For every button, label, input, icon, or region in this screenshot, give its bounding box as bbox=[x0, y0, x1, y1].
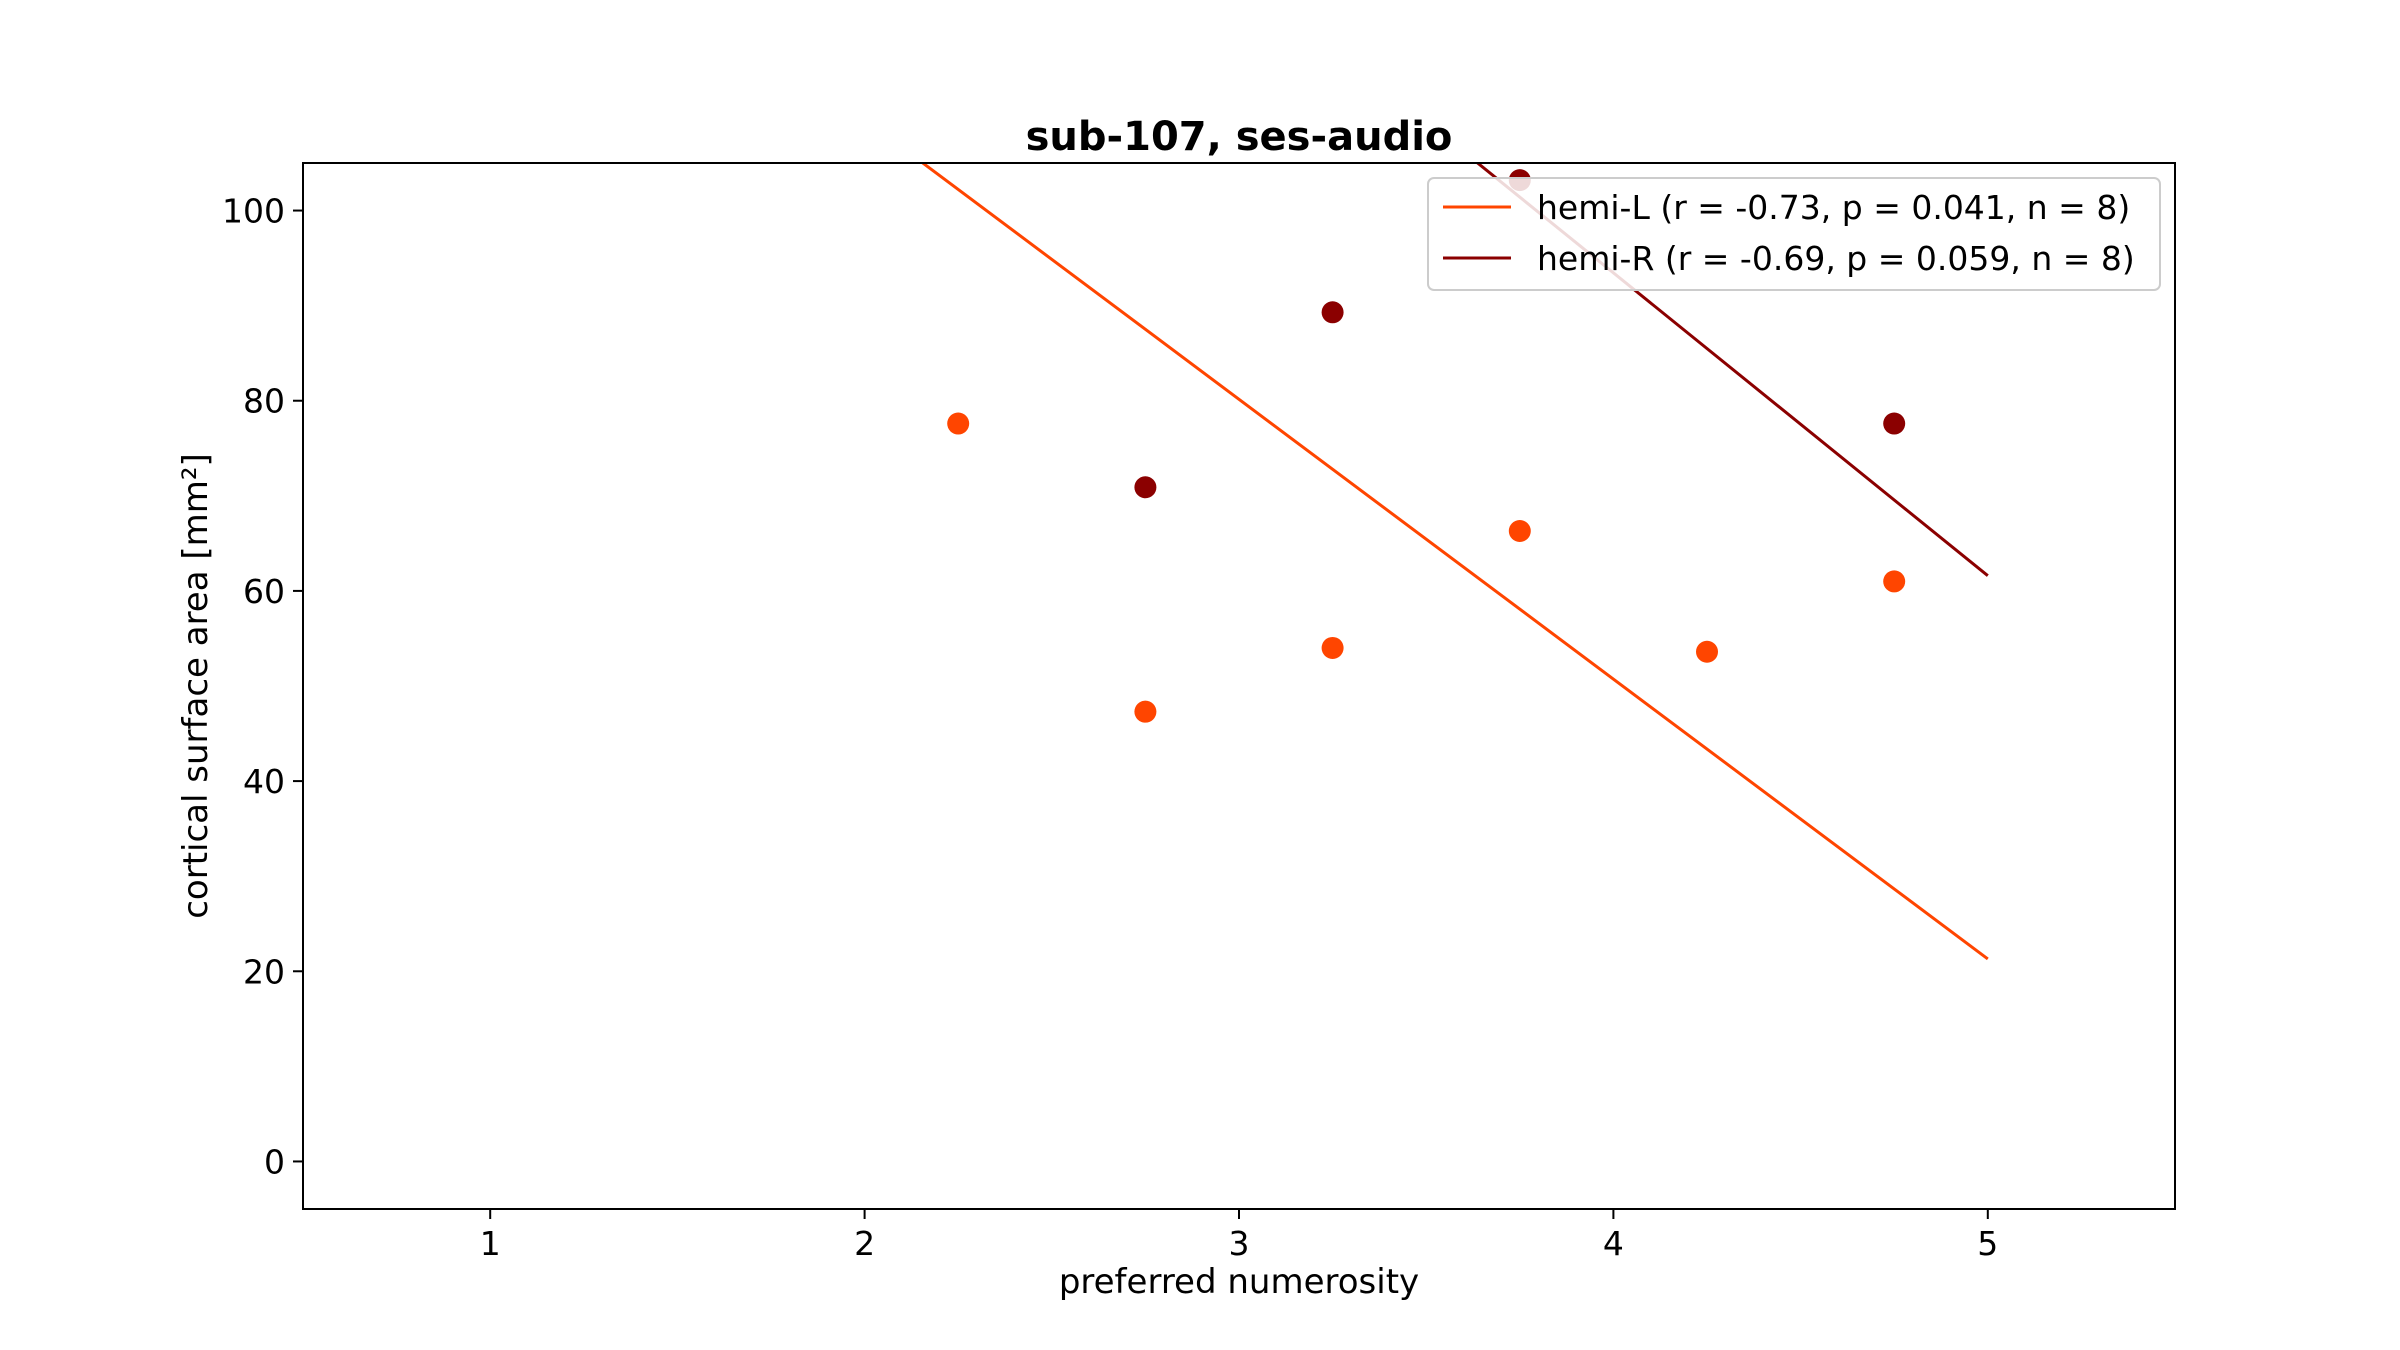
data-point-series-0 bbox=[1508, 520, 1531, 543]
legend: hemi-L (r = -0.73, p = 0.041, n = 8) hem… bbox=[1427, 177, 2161, 291]
chart-title: sub-107, ses-audio bbox=[1026, 114, 1453, 160]
data-point-series-0 bbox=[1321, 636, 1344, 659]
data-point-series-0 bbox=[1883, 570, 1906, 593]
y-axis: 0 20 40 60 80 100 bbox=[222, 192, 303, 1181]
y-tick-label: 0 bbox=[264, 1142, 285, 1181]
y-tick-label: 60 bbox=[243, 572, 285, 611]
y-tick-label: 40 bbox=[243, 762, 285, 801]
data-point-series-1 bbox=[1134, 476, 1157, 499]
data-point-series-0 bbox=[1134, 700, 1157, 723]
x-axis-label: preferred numerosity bbox=[1059, 1262, 1419, 1302]
data-point-series-1 bbox=[1883, 412, 1906, 435]
y-tick-label: 20 bbox=[243, 952, 285, 991]
y-axis-label: cortical surface area [mm²] bbox=[176, 453, 216, 919]
x-axis: 1 2 3 4 5 bbox=[480, 1209, 1998, 1263]
data-point-series-0 bbox=[947, 412, 970, 435]
x-tick-label: 1 bbox=[480, 1224, 501, 1263]
legend-label-hemi-l: hemi-L (r = -0.73, p = 0.041, n = 8) bbox=[1537, 188, 2130, 227]
plot-area bbox=[920, 163, 1989, 961]
fit-line-series-0 bbox=[920, 163, 1989, 961]
x-tick-label: 4 bbox=[1603, 1224, 1624, 1263]
fit-line-series-1 bbox=[1475, 163, 1989, 577]
plot-frame bbox=[302, 162, 2176, 1210]
x-tick-label: 3 bbox=[1229, 1224, 1250, 1263]
data-point-series-1 bbox=[1321, 301, 1344, 324]
legend-label-hemi-r: hemi-R (r = -0.69, p = 0.059, n = 8) bbox=[1537, 239, 2135, 278]
y-tick-label: 100 bbox=[222, 192, 285, 231]
x-tick-label: 2 bbox=[854, 1224, 875, 1263]
data-point-series-0 bbox=[1696, 640, 1718, 663]
legend-box bbox=[1427, 177, 2161, 291]
x-tick-label: 5 bbox=[1977, 1224, 1998, 1263]
y-tick-label: 80 bbox=[243, 382, 285, 421]
